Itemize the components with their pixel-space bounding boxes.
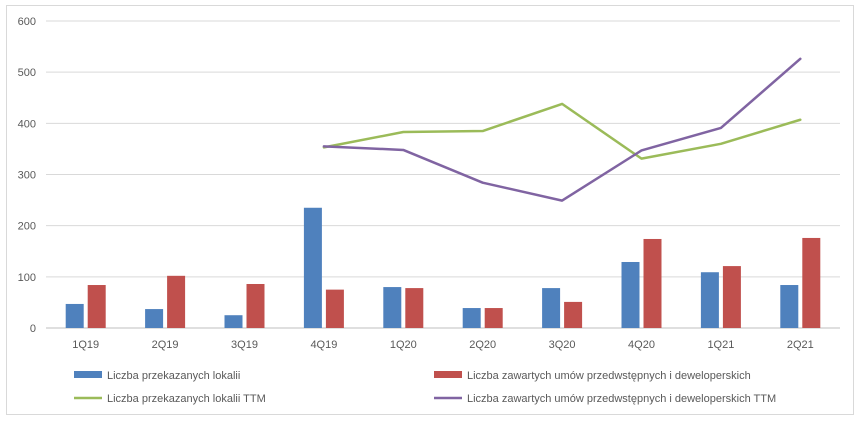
legend-swatch [434,371,462,378]
legend-swatch [74,371,102,378]
y-axis: 0 100 200 300 400 500 600 [18,16,36,335]
x-tick-label: 4Q20 [628,339,655,351]
y-tick-label: 600 [18,16,36,28]
bar-przekazane [224,315,243,328]
line-umowy-ttm [322,57,802,202]
bar-przekazane [700,272,719,328]
bar-przekazane [65,303,84,328]
y-tick-label: 200 [18,221,36,233]
x-tick-label: 1Q21 [707,339,734,351]
bar-umowy [484,308,503,328]
legend-item: Liczba przekazanych lokalii [74,370,240,382]
bar-umowy [167,275,186,328]
x-tick-label: 1Q19 [72,339,99,351]
legend-label: Liczba przekazanych lokalii [107,370,240,382]
x-tick-label: 4Q19 [310,339,337,351]
lines [322,57,802,202]
bar-umowy [643,238,662,328]
bar-umowy [564,301,583,328]
bar-umowy [246,283,265,328]
gridlines [46,20,840,329]
bar-umowy [405,288,424,328]
x-axis: 1Q19 2Q19 3Q19 4Q19 1Q20 2Q20 3Q20 4Q20 1Q21 2Q21 [72,339,814,351]
bar-przekazane [462,308,481,328]
bar-przekazane [145,309,164,328]
x-tick-label: 1Q20 [390,339,417,351]
legend-item: Liczba zawartych umów przedwstępnych i d… [434,370,751,382]
y-tick-label: 500 [18,67,36,79]
bar-przekazane [542,288,561,328]
y-tick-label: 0 [30,323,36,335]
bar-przekazane [383,287,402,328]
bar-umowy [87,285,106,328]
x-tick-label: 3Q20 [549,339,576,351]
legend-label: Liczba zawartych umów przedwstępnych i d… [467,393,776,405]
line-przekazane-ttm [322,102,802,160]
x-tick-label: 3Q19 [231,339,258,351]
x-tick-label: 2Q20 [469,339,496,351]
legend-item: Liczba przekazanych lokalii TTM [74,393,266,405]
x-tick-label: 2Q21 [787,339,814,351]
bar-przekazane [780,285,799,328]
legend-label: Liczba zawartych umów przedwstępnych i d… [467,370,751,382]
bar-umowy [722,266,741,328]
bar-umowy [325,289,344,328]
y-tick-label: 100 [18,272,36,284]
x-tick-label: 2Q19 [152,339,179,351]
y-tick-label: 300 [18,170,36,182]
chart-frame [6,5,854,415]
bar-umowy [802,237,821,328]
legend-item: Liczba zawartych umów przedwstępnych i d… [434,393,776,405]
legend: Liczba przekazanych lokalii Liczba zawart… [74,370,776,405]
bar-przekazane [303,207,322,328]
bar-przekazane [621,261,640,328]
legend-label: Liczba przekazanych lokalii TTM [107,393,266,405]
y-tick-label: 400 [18,118,36,130]
bars [65,207,821,328]
